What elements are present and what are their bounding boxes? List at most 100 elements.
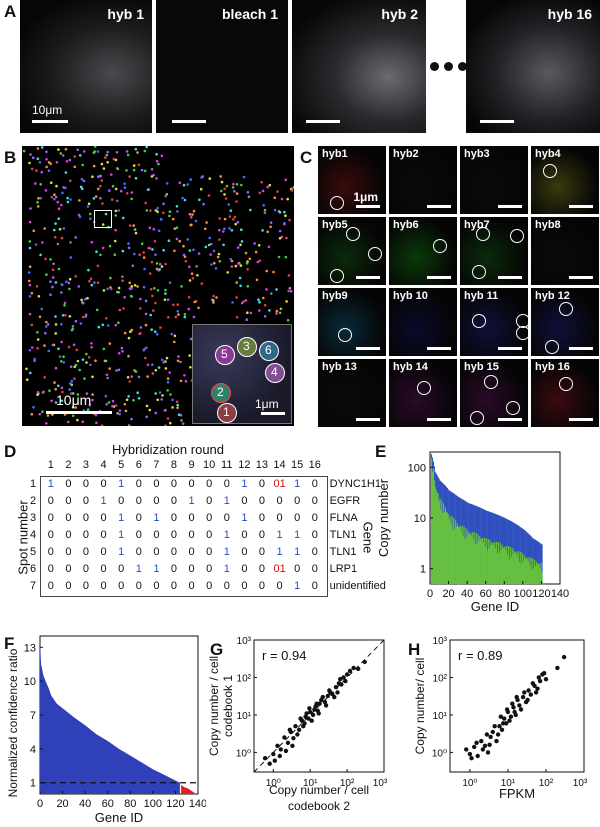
- spot-dot: [184, 259, 188, 263]
- bar: [490, 545, 492, 584]
- spot-dot: [266, 230, 269, 234]
- spot-dot: [130, 285, 134, 288]
- code-cell: 0: [223, 512, 230, 524]
- spot-dot: [110, 173, 113, 176]
- spot-circle: [211, 383, 231, 403]
- data-point: [312, 707, 317, 712]
- spot-dot: [175, 237, 179, 241]
- spot-dot: [121, 350, 124, 353]
- code-cell: 0: [188, 478, 195, 490]
- data-point: [490, 729, 495, 735]
- spot-dot: [230, 259, 234, 263]
- spot-dot: [156, 206, 159, 210]
- spot-dot: [57, 347, 60, 350]
- spot-circle: [470, 411, 484, 425]
- spot-dot: [160, 154, 164, 158]
- spot-dot: [218, 238, 221, 241]
- spot-dot: [157, 162, 160, 166]
- spot-dot: [154, 369, 158, 372]
- spot-dot: [172, 303, 175, 307]
- bar: [524, 559, 526, 584]
- spot-dot: [207, 243, 211, 247]
- tile-label: hyb 10: [393, 290, 428, 302]
- spot-dot: [213, 261, 216, 265]
- spot-dot: [269, 225, 272, 229]
- code-cell: 0: [276, 512, 283, 524]
- spot-dot: [49, 293, 52, 296]
- bar: [517, 525, 519, 584]
- spot-dot: [177, 413, 181, 417]
- scale-bar: [46, 411, 112, 414]
- spot-dot: [257, 298, 260, 301]
- spot-dot: [38, 161, 42, 164]
- spot-dot: [266, 185, 269, 189]
- bar: [441, 500, 443, 584]
- spot-dot: [171, 406, 174, 409]
- code-cell: 0: [65, 478, 72, 490]
- spot-dot: [208, 177, 212, 180]
- spot-dot: [106, 150, 109, 154]
- spot-dot: [44, 325, 48, 328]
- y-axis-label: Copy number / cell: [207, 656, 221, 756]
- spot-dot: [176, 303, 179, 306]
- spot-dot: [108, 367, 111, 370]
- bar: [514, 552, 516, 584]
- data-point: [307, 706, 312, 711]
- bar: [475, 532, 477, 584]
- spot-dot: [43, 344, 46, 347]
- spot-dot: [36, 338, 40, 341]
- spot-dot: [127, 336, 131, 340]
- spot-dot: [73, 155, 76, 158]
- table-title: Hybridization round: [112, 442, 225, 457]
- spot-dot: [109, 276, 112, 280]
- spot-dot: [162, 360, 166, 364]
- spot-dot: [139, 326, 143, 329]
- spot-circle: [472, 314, 486, 328]
- x-axis-label: FPKM: [499, 786, 535, 801]
- scale-bar: [498, 205, 522, 208]
- spot-dot: [74, 406, 77, 409]
- spot-dot: [244, 299, 248, 302]
- spot-dot: [63, 304, 66, 307]
- zoom-box: [94, 210, 112, 228]
- spot-dot: [54, 315, 57, 318]
- bar: [450, 523, 452, 584]
- spot-dot: [34, 182, 37, 185]
- spot-dot: [155, 152, 158, 156]
- spot-dot: [199, 187, 203, 191]
- bar: [446, 512, 448, 584]
- spot-dot: [153, 287, 156, 290]
- spot-dot: [128, 281, 131, 285]
- spot-dot: [225, 184, 229, 188]
- data-point: [475, 753, 480, 759]
- code-cell: 0: [188, 580, 195, 592]
- spot-dot: [176, 210, 179, 213]
- spot-dot: [105, 403, 108, 406]
- bar: [520, 551, 522, 584]
- spot-dot: [183, 198, 187, 202]
- spot-scatter: [22, 146, 294, 426]
- code-cell: 0: [100, 529, 107, 541]
- spot-dot: [114, 323, 118, 327]
- spot-dot: [114, 209, 118, 213]
- bar: [436, 493, 438, 584]
- spot-dot: [54, 195, 58, 199]
- table-ylabel: Spot number: [15, 500, 31, 575]
- code-cell: 0: [82, 529, 90, 541]
- code-cell: 1: [118, 512, 125, 524]
- spot-dot: [29, 207, 32, 210]
- spot-dot: [210, 263, 213, 266]
- y-tick-label: 10³: [433, 636, 448, 647]
- bar: [451, 516, 453, 584]
- spot-dot: [95, 308, 99, 312]
- code-cell: 0: [47, 495, 54, 507]
- spot-dot: [109, 287, 113, 291]
- spot-dot: [280, 235, 284, 239]
- spot-dot: [140, 242, 144, 245]
- spot-dot: [68, 158, 72, 162]
- spot-dot: [285, 236, 288, 240]
- spot-dot: [273, 208, 277, 212]
- spot-dot: [215, 296, 218, 299]
- spot-dot: [91, 175, 94, 178]
- bar: [508, 559, 511, 584]
